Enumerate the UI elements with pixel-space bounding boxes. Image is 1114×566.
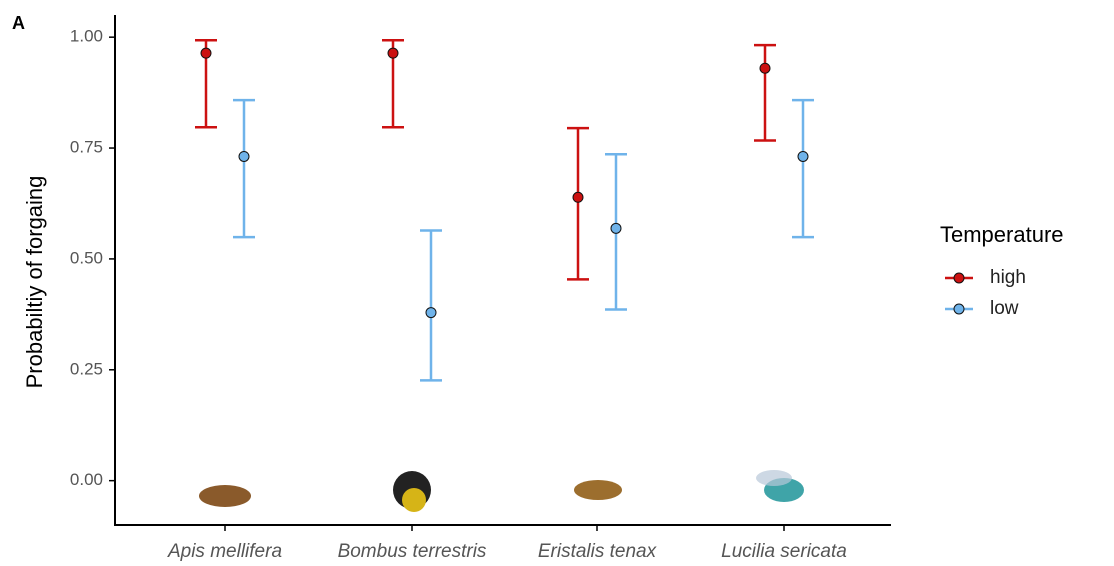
icon [402,488,426,512]
point [388,48,398,58]
point [201,48,211,58]
legend-point [954,273,964,283]
x-tick-label: Lucilia sericata [721,541,847,562]
y-tick-label: 0.75 [70,138,103,157]
y-tick-label: 1.00 [70,27,103,46]
insect-icons [199,470,804,512]
point [798,151,808,161]
point [760,63,770,73]
legend-point [954,304,964,314]
legend-title: Temperature [940,222,1064,247]
legend-label: low [990,298,1019,319]
y-axis-label: Probabiltiy of forgaing [22,176,47,389]
y-tick-label: 0.50 [70,248,103,267]
point [426,308,436,318]
panel-label: A [12,13,25,33]
point [611,223,621,233]
y-tick-label: 0.25 [70,359,103,378]
x-tick-label: Apis mellifera [167,541,282,562]
icon [574,480,622,500]
y-tick-label: 0.00 [70,470,103,489]
icon [199,485,251,507]
icon [756,470,792,486]
point [573,192,583,202]
point [239,151,249,161]
x-tick-label: Bombus terrestris [338,541,487,562]
legend-label: high [990,267,1026,288]
x-tick-label: Eristalis tenax [538,541,658,562]
chart: A Probabiltiy of forgaing Temperature 0.… [0,0,1114,566]
